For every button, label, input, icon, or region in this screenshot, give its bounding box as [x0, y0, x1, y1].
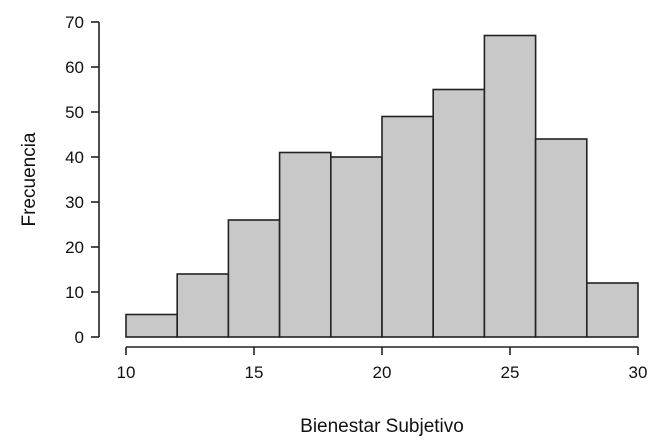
histogram-bar-7: [432, 88, 486, 338]
y-tick-label-70: 70: [65, 13, 84, 32]
histogram-bar-5: [329, 156, 383, 338]
histogram-bar-8: [483, 34, 537, 338]
x-tick-label-25: 25: [501, 363, 520, 382]
histogram-bar-4: [278, 151, 332, 338]
x-tick-label-10: 10: [117, 363, 136, 382]
y-tick-label-50: 50: [65, 103, 84, 122]
y-tick-label-40: 40: [65, 148, 84, 167]
histogram-bar-1: [125, 313, 179, 338]
y-axis-title: Frecuencia: [19, 132, 40, 226]
y-tick-label-20: 20: [65, 238, 84, 257]
y-tick-label-60: 60: [65, 58, 84, 77]
x-axis-title: Bienestar Subjetivo: [300, 416, 464, 437]
histogram-bars: [125, 34, 639, 338]
x-tick-label-15: 15: [245, 363, 264, 382]
histogram-bar-10: [585, 282, 639, 338]
histogram-bar-9: [534, 138, 588, 338]
y-tick-label-0: 0: [75, 328, 84, 347]
x-axis: 10 15 20 25 30: [117, 346, 648, 382]
histogram-bar-2: [176, 273, 230, 338]
y-tick-label-30: 30: [65, 193, 84, 212]
histogram-bar-6: [381, 115, 435, 338]
y-tick-label-10: 10: [65, 283, 84, 302]
x-tick-label-20: 20: [373, 363, 392, 382]
y-axis: 0 10 20 30 40 50 60 70: [65, 13, 100, 347]
histogram-bar-3: [227, 219, 281, 338]
x-tick-label-30: 30: [629, 363, 648, 382]
